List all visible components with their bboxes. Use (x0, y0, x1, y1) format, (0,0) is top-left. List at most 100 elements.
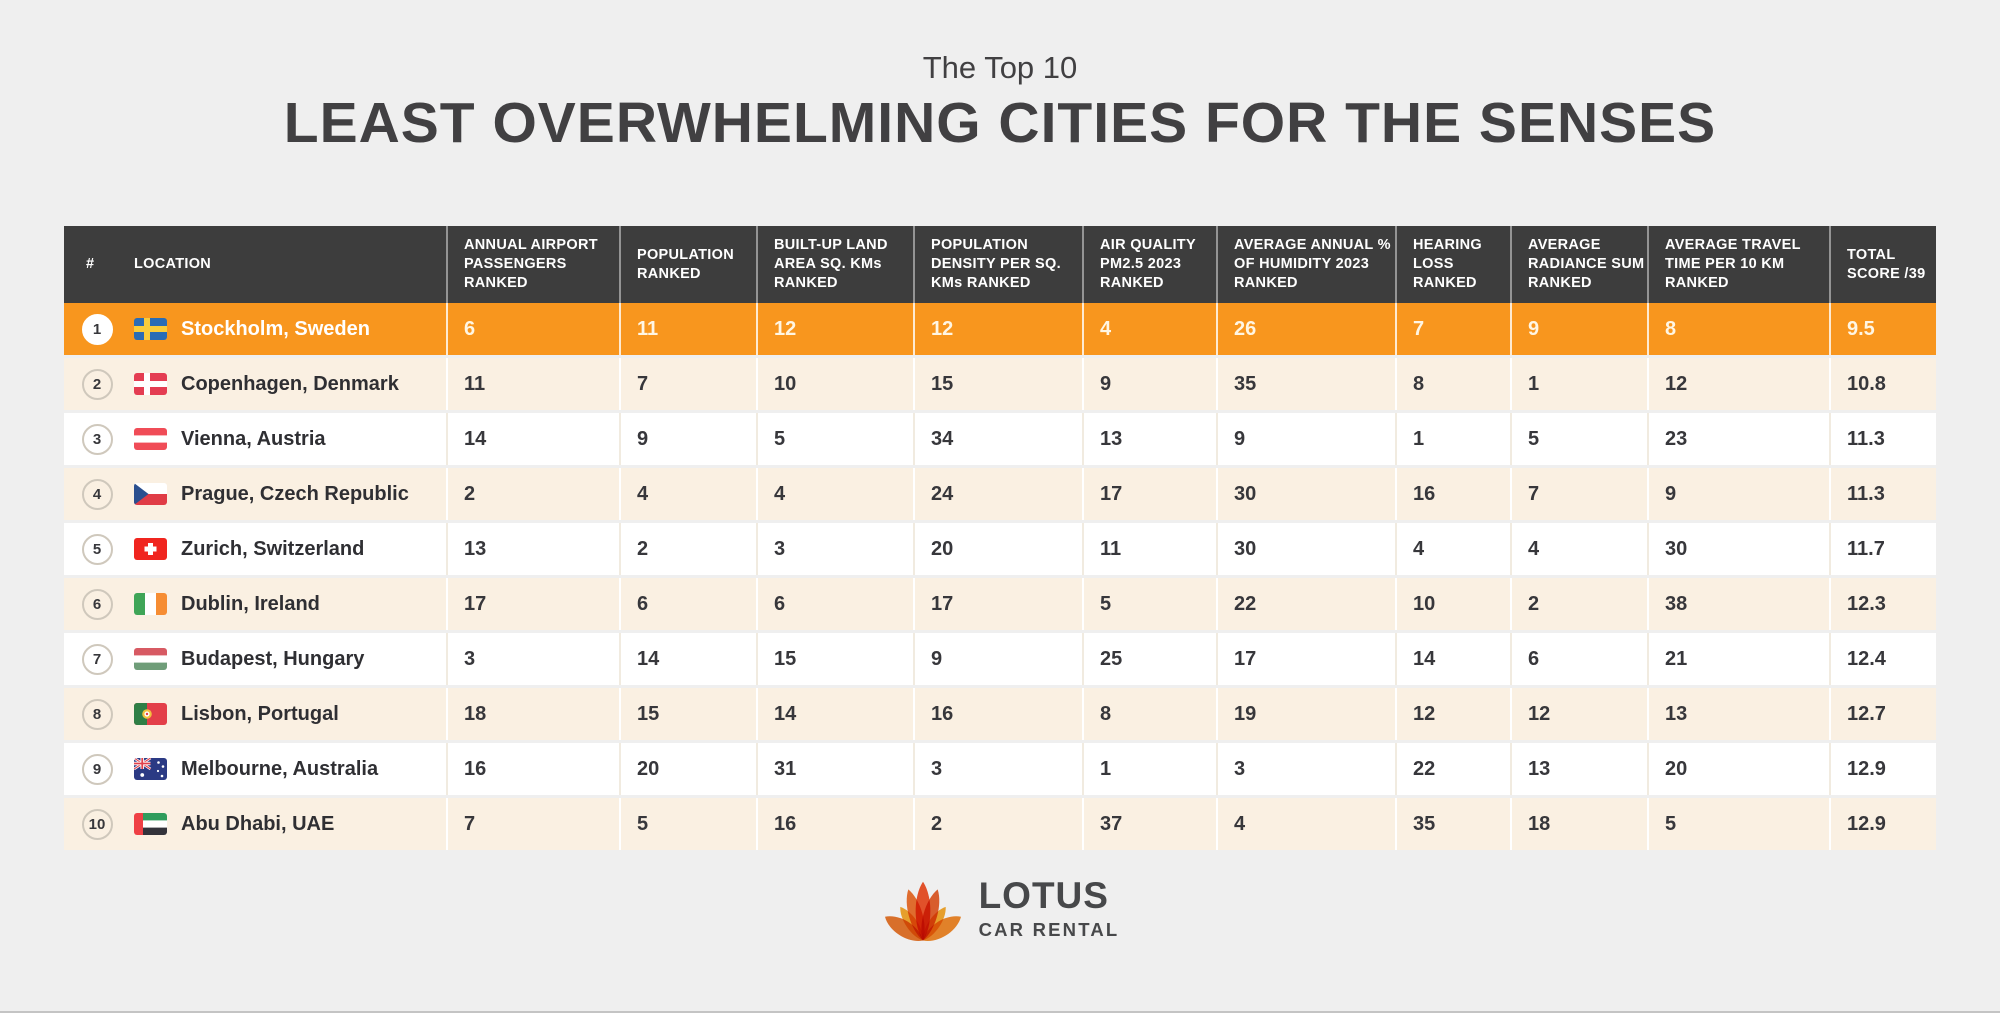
cell-value: 22 (1216, 578, 1395, 630)
cell-value: 10 (1395, 578, 1510, 630)
cell-value: 17 (1082, 468, 1216, 520)
header-airport-passengers: ANNUAL AIRPORT PASSENGERS RANKED (446, 226, 619, 303)
cell-value: 12.9 (1829, 798, 1936, 850)
location-cell: Budapest, Hungary (130, 633, 446, 685)
flag-australia-icon (134, 758, 167, 780)
flag-switzerland-icon (134, 538, 167, 560)
cell-value: 37 (1082, 798, 1216, 850)
cell-value: 3 (446, 633, 619, 685)
rank-cell: 5 (64, 523, 130, 575)
cell-value: 8 (1647, 303, 1829, 355)
cell-value: 5 (756, 413, 913, 465)
cell-value: 12.4 (1829, 633, 1936, 685)
cell-value: 14 (619, 633, 756, 685)
cell-value: 13 (1082, 413, 1216, 465)
cell-value: 3 (1216, 743, 1395, 795)
header-population-density: POPULATION DENSITY PER SQ. KMs RANKED (913, 226, 1082, 303)
cell-value: 16 (1395, 468, 1510, 520)
cell-value: 4 (1216, 798, 1395, 850)
cell-value: 4 (1395, 523, 1510, 575)
cell-value: 6 (446, 303, 619, 355)
location-cell: Dublin, Ireland (130, 578, 446, 630)
cell-value: 16 (756, 798, 913, 850)
cell-value: 10 (756, 358, 913, 410)
cell-value: 15 (756, 633, 913, 685)
cell-value: 9 (1647, 468, 1829, 520)
cell-value: 13 (446, 523, 619, 575)
brand-logo: LOTUS CAR RENTAL (0, 876, 2000, 942)
city-label: Prague, Czech Republic (181, 482, 409, 505)
cell-value: 2 (446, 468, 619, 520)
header-total-score: TOTAL SCORE /39 (1829, 226, 1936, 303)
cell-value: 9 (913, 633, 1082, 685)
cell-value: 15 (913, 358, 1082, 410)
table-row: 6 Dublin, Ireland 17 6 6 17 5 22 10 2 38… (64, 578, 1936, 630)
cell-value: 4 (1082, 303, 1216, 355)
cell-value: 9 (1510, 303, 1647, 355)
cell-value: 30 (1647, 523, 1829, 575)
rank-badge: 8 (81, 698, 113, 730)
cell-value: 11 (1082, 523, 1216, 575)
header-hearing-loss: HEARING LOSS RANKED (1395, 226, 1510, 303)
cell-value: 11.3 (1829, 413, 1936, 465)
cell-value: 21 (1647, 633, 1829, 685)
flag-denmark-icon (134, 373, 167, 395)
location-cell: Zurich, Switzerland (130, 523, 446, 575)
city-label: Stockholm, Sweden (181, 317, 370, 340)
cell-value: 12 (756, 303, 913, 355)
flag-uae-icon (134, 813, 167, 835)
rank-badge: 7 (81, 643, 113, 675)
header-radiance: AVERAGE RADIANCE SUM RANKED (1510, 226, 1647, 303)
cell-value: 16 (913, 688, 1082, 740)
cell-value: 5 (1647, 798, 1829, 850)
cell-value: 1 (1082, 743, 1216, 795)
cell-value: 8 (1082, 688, 1216, 740)
table-row: 3 Vienna, Austria 14 9 5 34 13 9 1 5 23 … (64, 413, 1936, 465)
cell-value: 1 (1510, 358, 1647, 410)
location-cell: Prague, Czech Republic (130, 468, 446, 520)
cell-value: 14 (756, 688, 913, 740)
cell-value: 26 (1216, 303, 1395, 355)
cell-value: 9 (1216, 413, 1395, 465)
city-label: Melbourne, Australia (181, 757, 379, 780)
lotus-flower-icon (884, 881, 961, 941)
cell-value: 14 (1395, 633, 1510, 685)
table-header: # LOCATION ANNUAL AIRPORT PASSENGERS RAN… (64, 226, 1936, 303)
cell-value: 12 (913, 303, 1082, 355)
table-row: 7 Budapest, Hungary 3 14 15 9 25 17 14 6… (64, 633, 1936, 685)
rank-badge: 9 (81, 753, 113, 785)
cell-value: 12 (1647, 358, 1829, 410)
cell-value: 7 (1510, 468, 1647, 520)
cell-value: 1 (1395, 413, 1510, 465)
cell-value: 17 (1216, 633, 1395, 685)
cell-value: 7 (1395, 303, 1510, 355)
cell-value: 8 (1395, 358, 1510, 410)
cell-value: 15 (619, 688, 756, 740)
rank-badge: 5 (81, 533, 113, 565)
flag-portugal-icon (134, 703, 167, 725)
header-humidity: AVERAGE ANNUAL % OF HUMIDITY 2023 RANKED (1216, 226, 1395, 303)
cell-value: 13 (1510, 743, 1647, 795)
cell-value: 35 (1395, 798, 1510, 850)
cell-value: 14 (446, 413, 619, 465)
rank-badge: 1 (81, 313, 113, 345)
flag-czech-republic-icon (134, 483, 167, 505)
header-location: LOCATION (134, 256, 212, 273)
rank-cell: 10 (64, 798, 130, 850)
cell-value: 35 (1216, 358, 1395, 410)
cell-value: 12.3 (1829, 578, 1936, 630)
flag-austria-icon (134, 428, 167, 450)
city-label: Copenhagen, Denmark (181, 372, 399, 395)
cell-value: 24 (913, 468, 1082, 520)
cell-value: 7 (446, 798, 619, 850)
cell-value: 2 (1510, 578, 1647, 630)
cell-value: 11 (619, 303, 756, 355)
cell-value: 17 (913, 578, 1082, 630)
city-label: Budapest, Hungary (181, 647, 365, 670)
cell-value: 12 (1510, 688, 1647, 740)
cell-value: 31 (756, 743, 913, 795)
cell-value: 20 (619, 743, 756, 795)
city-label: Abu Dhabi, UAE (181, 812, 335, 835)
cell-value: 9.5 (1829, 303, 1936, 355)
city-label: Zurich, Switzerland (181, 537, 365, 560)
